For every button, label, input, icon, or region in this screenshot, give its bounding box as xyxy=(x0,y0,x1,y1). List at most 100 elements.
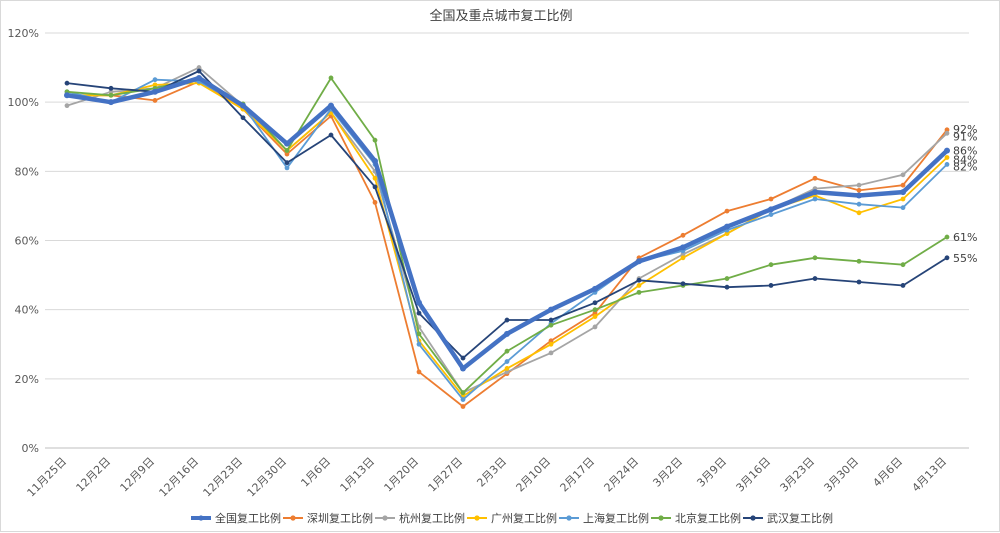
data-point xyxy=(856,258,862,264)
data-point xyxy=(152,98,158,103)
data-point xyxy=(284,140,290,147)
data-point xyxy=(856,201,862,207)
data-point xyxy=(460,404,466,409)
data-point xyxy=(284,148,290,153)
data-point xyxy=(724,223,730,230)
data-point xyxy=(460,390,466,396)
data-point xyxy=(592,314,598,319)
end-value-label: 84% xyxy=(953,154,977,167)
data-point xyxy=(856,182,862,188)
legend-item: 杭州复工比例 xyxy=(375,511,465,525)
legend-label: 北京复工比例 xyxy=(675,511,741,525)
series-line xyxy=(66,75,949,371)
x-tick-label: 1月20日 xyxy=(382,455,422,495)
data-point xyxy=(548,306,554,313)
data-point xyxy=(636,258,642,265)
data-point xyxy=(328,75,334,81)
data-point xyxy=(724,208,730,214)
data-point xyxy=(372,137,378,143)
legend-marker xyxy=(198,515,204,521)
y-tick-label: 20% xyxy=(15,373,39,386)
data-point xyxy=(64,80,70,86)
data-point xyxy=(328,102,334,109)
data-point xyxy=(768,196,774,202)
data-point xyxy=(592,310,598,316)
data-point xyxy=(108,92,114,98)
data-point xyxy=(724,276,730,281)
data-point xyxy=(856,279,862,285)
end-labels: 86% 92%91% 84%82% 61% 55% xyxy=(953,123,977,265)
data-point xyxy=(108,89,114,95)
data-point xyxy=(636,283,642,288)
data-point xyxy=(152,88,158,95)
data-point xyxy=(416,369,422,375)
data-point xyxy=(548,317,554,323)
series-lines xyxy=(64,65,950,409)
x-tick-label: 1月6日 xyxy=(298,455,333,490)
legend-marker xyxy=(566,515,572,521)
legend-item: 全国复工比例 xyxy=(191,511,281,525)
data-point xyxy=(504,369,510,375)
data-point xyxy=(460,365,466,372)
end-value-label: 92% xyxy=(953,123,977,136)
data-point xyxy=(636,289,642,295)
data-point xyxy=(416,341,422,347)
data-point xyxy=(724,231,730,236)
data-point xyxy=(460,355,466,361)
end-value-label: 55% xyxy=(953,252,977,265)
data-point xyxy=(856,187,862,193)
data-point xyxy=(680,281,686,287)
data-point xyxy=(768,212,774,217)
x-tick-label: 4月13日 xyxy=(910,455,950,495)
x-tick-label: 3月30日 xyxy=(822,455,862,495)
data-point xyxy=(372,200,378,205)
data-point xyxy=(900,182,906,188)
data-point xyxy=(768,262,774,268)
data-point xyxy=(900,189,906,196)
data-point xyxy=(64,92,70,99)
data-point xyxy=(284,151,290,157)
data-point xyxy=(680,244,686,251)
data-point xyxy=(944,147,950,154)
data-point xyxy=(108,99,114,106)
data-point xyxy=(944,255,950,261)
data-point xyxy=(240,115,246,121)
data-point xyxy=(900,172,906,178)
y-tick-label: 60% xyxy=(15,235,39,248)
legend-marker xyxy=(290,515,296,521)
data-point xyxy=(504,366,510,371)
y-tick-label: 120% xyxy=(8,27,39,40)
data-point xyxy=(196,74,202,81)
data-point xyxy=(592,307,598,313)
x-tick-label: 1月13日 xyxy=(338,455,378,495)
y-tick-label: 100% xyxy=(8,96,39,109)
data-point xyxy=(548,322,554,328)
data-point xyxy=(284,160,290,166)
data-point xyxy=(592,285,598,292)
data-point xyxy=(328,132,334,138)
x-tick-label: 2月3日 xyxy=(474,455,509,490)
y-tick-label: 80% xyxy=(15,165,39,178)
data-point xyxy=(548,350,554,356)
x-tick-label: 2月17日 xyxy=(558,455,598,495)
data-point xyxy=(372,184,378,190)
x-tick-label: 2月10日 xyxy=(514,455,554,495)
data-point xyxy=(812,189,818,196)
data-point xyxy=(504,348,510,354)
end-value-label: 91% xyxy=(953,130,977,143)
data-point xyxy=(812,276,818,281)
end-value-label: 61% xyxy=(953,231,977,244)
gridlines xyxy=(45,32,969,449)
x-tick-label: 3月23日 xyxy=(778,455,818,495)
data-point xyxy=(64,103,70,109)
data-point xyxy=(636,277,642,283)
series-5 xyxy=(64,75,950,396)
data-point xyxy=(944,234,950,240)
data-point xyxy=(856,210,862,216)
data-point xyxy=(680,255,686,261)
data-point xyxy=(900,283,906,288)
data-point xyxy=(416,331,422,337)
x-tick-label: 2月24日 xyxy=(602,455,642,495)
x-tick-label: 12月9日 xyxy=(118,455,158,495)
chart-title: 全国及重点城市复工比例 xyxy=(429,8,572,24)
